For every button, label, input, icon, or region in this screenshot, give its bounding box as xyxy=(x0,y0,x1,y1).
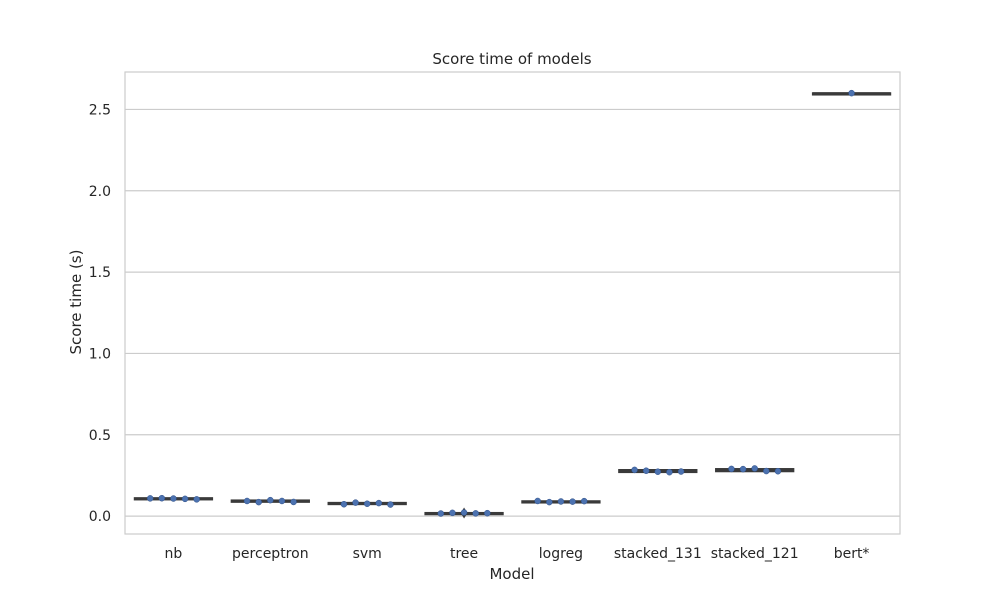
data-point xyxy=(449,509,456,517)
data-point xyxy=(654,468,662,475)
data-point xyxy=(666,468,673,476)
data-point xyxy=(352,499,359,506)
x-axis-label: Model xyxy=(489,565,534,583)
data-point xyxy=(181,495,189,503)
y-tick-label: 1.5 xyxy=(89,265,111,281)
data-point xyxy=(774,467,782,475)
data-point xyxy=(739,465,747,473)
data-point xyxy=(375,499,383,507)
data-point xyxy=(170,495,177,502)
data-point xyxy=(677,468,685,475)
chart-title: Score time of models xyxy=(432,50,591,68)
data-point xyxy=(243,497,251,505)
y-tick-label: 2.0 xyxy=(89,184,111,200)
x-tick-label: perceptron xyxy=(232,546,309,562)
x-tick-label: stacked_131 xyxy=(614,546,702,562)
y-tick-label: 2.5 xyxy=(89,102,111,118)
data-point xyxy=(437,510,445,517)
plot-frame xyxy=(124,71,901,535)
data-point xyxy=(387,501,394,508)
data-point xyxy=(472,510,479,517)
data-point xyxy=(484,509,491,517)
data-point xyxy=(569,498,576,505)
grid xyxy=(125,108,900,517)
data-point xyxy=(580,497,588,505)
data-point xyxy=(363,500,371,507)
x-tick-label: bert* xyxy=(834,546,870,562)
data-point xyxy=(546,498,553,506)
y-tick-label: 0.5 xyxy=(89,428,111,444)
data-point xyxy=(340,500,348,508)
y-tick-label: 0.0 xyxy=(89,509,111,525)
x-tick-label: stacked_121 xyxy=(711,546,799,562)
y-tick-label: 1.0 xyxy=(89,346,111,362)
data-point xyxy=(255,498,262,506)
data-point xyxy=(193,496,200,503)
y-axis-label: Score time (s) xyxy=(67,250,85,355)
data-point xyxy=(267,496,274,504)
data-point xyxy=(848,89,855,97)
x-tick-label: nb xyxy=(165,546,183,562)
data-point xyxy=(557,498,565,505)
x-tick-label: svm xyxy=(353,546,382,562)
x-tick-label: logreg xyxy=(539,546,583,562)
data-point xyxy=(158,494,166,502)
x-tick-labels: nb perceptron svm tree logreg stacked_131 stac… xyxy=(165,546,870,562)
x-tick-label: tree xyxy=(450,546,478,562)
data-point xyxy=(631,466,638,474)
data-point xyxy=(728,465,735,473)
data-point xyxy=(763,467,770,475)
data-point xyxy=(534,497,541,505)
data-point xyxy=(290,498,297,506)
data-point xyxy=(146,495,154,502)
data-point xyxy=(751,465,758,472)
boxplot-layer xyxy=(133,92,892,519)
data-point xyxy=(642,467,650,474)
y-tick-labels: 0.0 0.5 1.0 1.5 2.0 2.5 xyxy=(89,102,111,525)
data-point xyxy=(278,497,286,505)
data-point xyxy=(460,509,468,516)
strip-points xyxy=(146,89,855,517)
